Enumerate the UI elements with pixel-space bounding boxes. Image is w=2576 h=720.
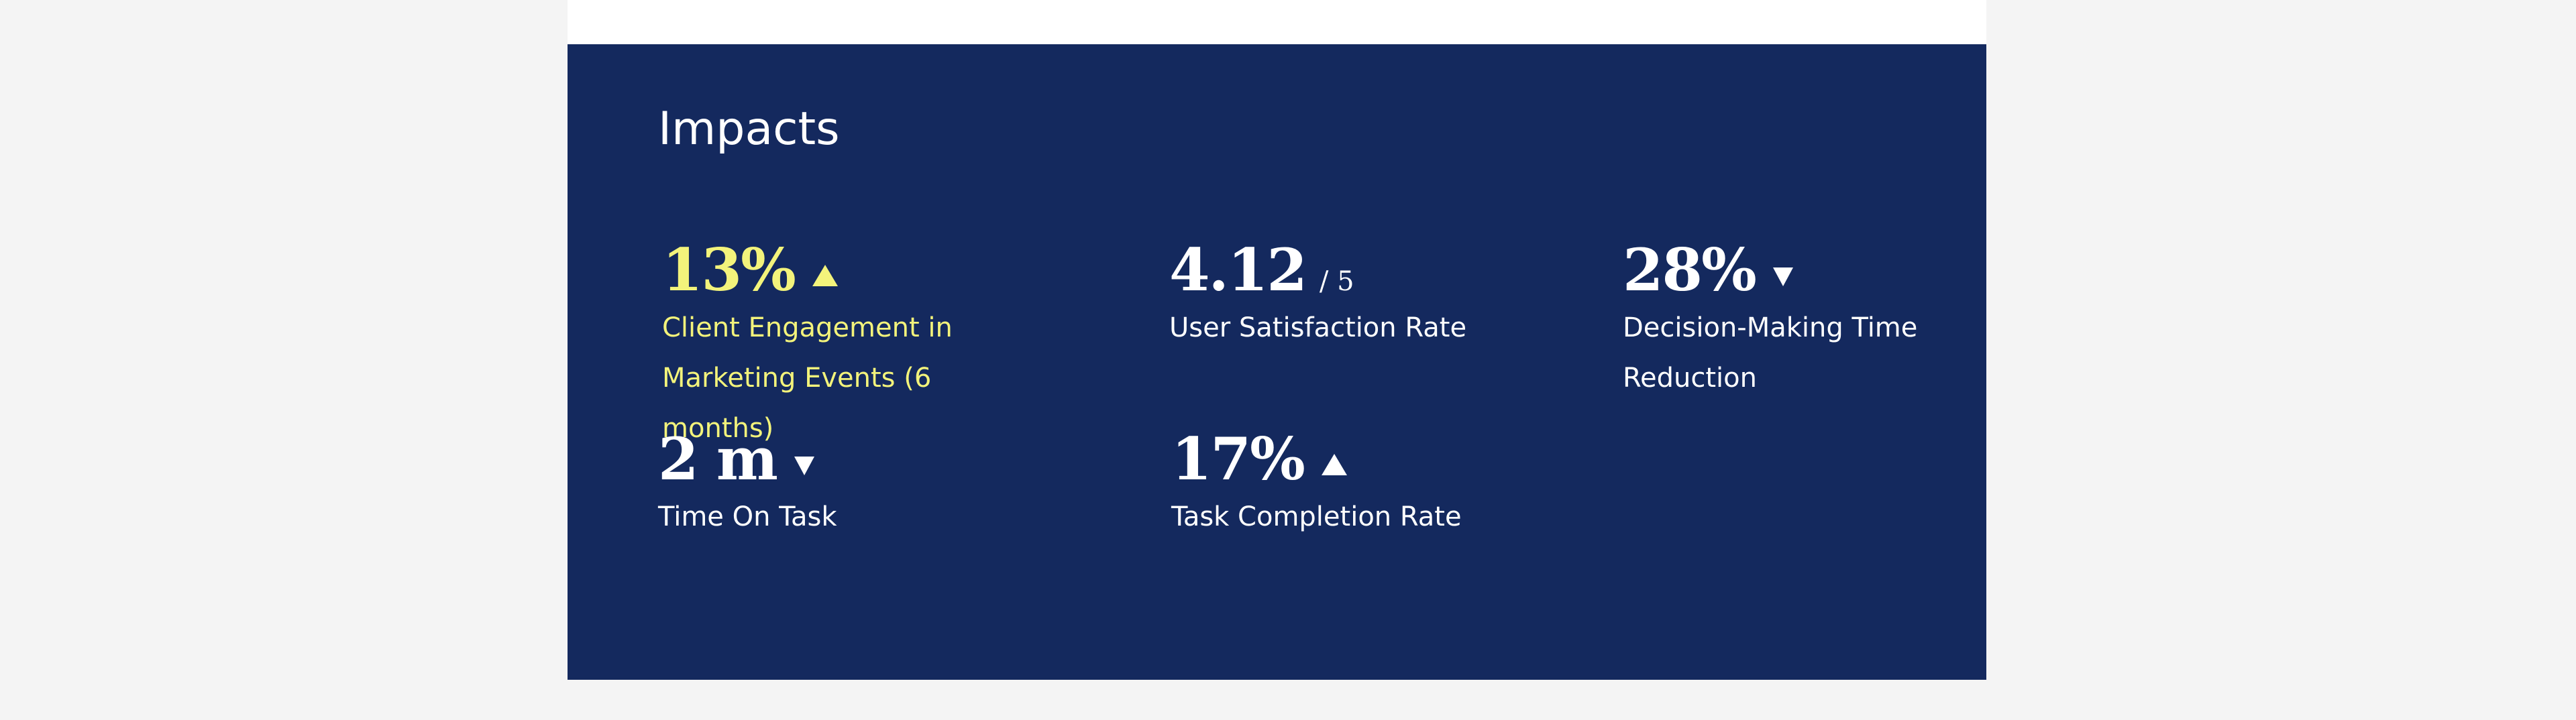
- metric-label: Task Completion Rate: [1171, 501, 1462, 533]
- metric-label: Time On Task: [658, 501, 837, 533]
- triangle-down-icon: [794, 457, 814, 475]
- triangle-down-icon: [1772, 267, 1793, 286]
- metric-value: 17%: [1171, 424, 1305, 493]
- metric-head: 4.12 / 5: [1169, 235, 1545, 304]
- metric-value: 4.12: [1169, 235, 1307, 304]
- metric-user-satisfaction: 4.12 / 5 User Satisfaction Rate: [1169, 239, 1545, 353]
- metric-scale: / 5: [1319, 266, 1354, 297]
- metric-client-engagement: 13% Client Engagement in Marketing Event…: [662, 239, 1038, 454]
- metric-head: 28%: [1623, 239, 1972, 300]
- impacts-panel: Impacts 13% Client Engagement in Marketi…: [568, 44, 1986, 680]
- metric-decision-time: 28% Decision-Making Time Reduction: [1623, 239, 1972, 404]
- triangle-up-icon: [1321, 454, 1347, 475]
- section-title: Impacts: [658, 103, 840, 156]
- metric-head: 17%: [1171, 428, 1547, 489]
- metric-value: 13%: [662, 235, 796, 304]
- top-white-strip: [568, 0, 1986, 44]
- triangle-up-icon: [812, 265, 838, 286]
- metric-head: 2 m: [658, 428, 1034, 489]
- metric-label: Decision-Making Time Reduction: [1623, 312, 1918, 394]
- metric-time-on-task: 2 m Time On Task: [658, 428, 1034, 542]
- metric-head: 13%: [662, 239, 1038, 300]
- metric-value: 28%: [1623, 235, 1757, 304]
- metric-task-completion: 17% Task Completion Rate: [1171, 428, 1547, 542]
- metric-label: User Satisfaction Rate: [1169, 312, 1467, 344]
- metric-label: Client Engagement in Marketing Events (6…: [662, 312, 953, 444]
- metric-value: 2 m: [658, 424, 778, 493]
